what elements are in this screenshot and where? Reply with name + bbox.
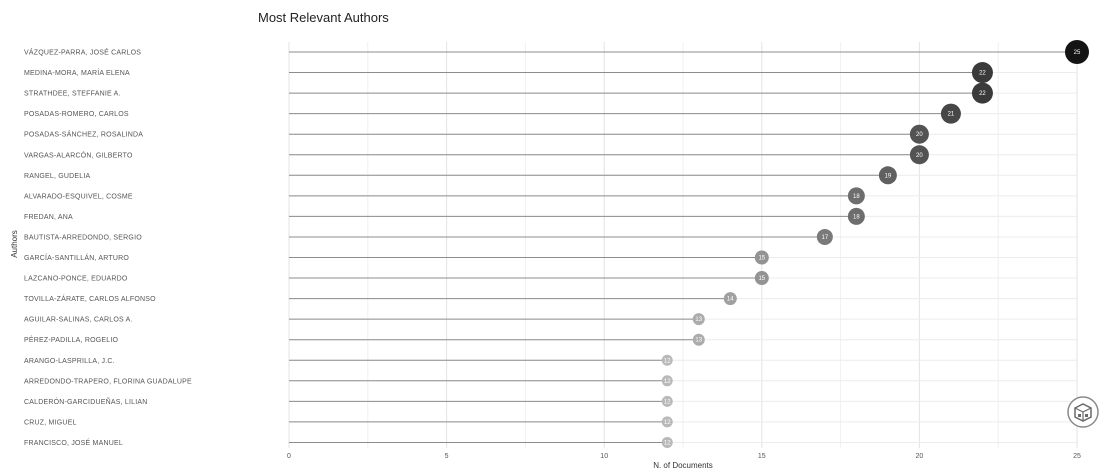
lollipop-dot	[692, 313, 705, 326]
author-label: GARCÍA-SANTILLÁN, ARTURO	[24, 253, 129, 262]
lollipop-dot	[971, 82, 993, 104]
author-label: TOVILLA-ZÁRATE, CARLOS ALFONSO	[24, 294, 156, 303]
dot-value-label: 18	[853, 214, 860, 220]
dot-value-label: 21	[948, 112, 955, 118]
dot-value-label: 12	[664, 420, 671, 426]
lollipop-dot	[754, 271, 769, 286]
dot-value-label: 14	[727, 297, 734, 303]
dot-value-label: 15	[758, 256, 765, 262]
author-label: CRUZ, MIGUEL	[24, 419, 77, 426]
lollipop-dot	[692, 333, 705, 346]
lollipop-dot	[661, 375, 673, 387]
author-label: PÉREZ-PADILLA, ROGELIO	[24, 335, 118, 344]
author-label: POSADAS-ROMERO, CARLOS	[24, 111, 129, 118]
dot-value-label: 18	[853, 194, 860, 200]
dot-value-label: 15	[758, 276, 765, 282]
author-label: MEDINA-MORA, MARÍA ELENA	[24, 68, 130, 77]
dot-value-label: 25	[1074, 50, 1081, 56]
dot-value-label: 12	[664, 379, 671, 385]
lollipop-dot	[816, 228, 833, 245]
y-tick-labels: VÁZQUEZ-PARRA, JOSÉ CARLOS MEDINA-MORA, M…	[24, 48, 192, 447]
author-label: BAUTISTA-ARREDONDO, SERGIO	[24, 234, 142, 241]
lollipop-dot	[940, 103, 961, 124]
lollipop-dot	[754, 250, 769, 265]
lollipop-dot	[661, 436, 673, 448]
dot-value-label: 22	[979, 91, 986, 97]
dot-value-label: 13	[695, 338, 702, 344]
lollipop-dot	[723, 292, 737, 306]
x-tick-label: 20	[916, 453, 924, 460]
dot-value-label: 17	[821, 235, 828, 241]
dot-value-label: 20	[916, 132, 923, 138]
x-tick-labels: 0 5 10 15 20 25	[287, 453, 1081, 460]
x-tick-label: 15	[758, 453, 766, 460]
lollipop-dot	[878, 166, 897, 185]
lollipop-dot	[971, 62, 993, 84]
lollipop-dot	[661, 416, 673, 428]
author-label: POSADAS-SÁNCHEZ, ROSALINDA	[24, 130, 143, 139]
author-label: CALDERÓN-GARCIDUEÑAS, LILIAN	[24, 397, 147, 406]
author-label: STRATHDEE, STEFFANIE A.	[24, 91, 121, 98]
bibliometrix-logo-icon	[1066, 395, 1100, 429]
author-label: ARANGO-LASPRILLA, J.C.	[24, 358, 115, 365]
dot-value-label: 12	[664, 440, 671, 446]
x-axis-label: N. of Documents	[653, 461, 713, 470]
dot-value-label: 12	[664, 358, 671, 364]
dot-value-label: 12	[664, 399, 671, 405]
lollipop-dot	[661, 395, 673, 407]
y-axis-label: Authors	[10, 230, 19, 258]
author-label: ALVARADO-ESQUIVEL, COSME	[24, 193, 133, 200]
stems	[289, 51, 1077, 443]
author-label: VARGAS-ALARCÓN, GILBERTO	[24, 150, 133, 159]
author-label: VÁZQUEZ-PARRA, JOSÉ CARLOS	[24, 48, 141, 57]
dot-value-label: 22	[979, 71, 986, 77]
author-label: ARREDONDO-TRAPERO, FLORINA GUADALUPE	[24, 378, 192, 385]
author-label: RANGEL, GUDELIA	[24, 173, 91, 180]
author-label: LAZCANO-PONCE, EDUARDO	[24, 276, 128, 283]
dot-value-label: 19	[885, 173, 892, 179]
author-label: FRANCISCO, JOSÉ MANUEL	[24, 438, 123, 447]
author-label: AGUILAR-SALINAS, CARLOS A.	[24, 317, 133, 324]
lollipop-dot	[1065, 40, 1089, 64]
grid	[288, 42, 1078, 448]
x-tick-label: 10	[600, 453, 608, 460]
dot-value-label: 20	[916, 153, 923, 159]
dots: 25 22 22 21 20 20 19 18 18 17 15 15 14 13 13 12 12 12 12 12	[661, 40, 1089, 448]
x-tick-label: 25	[1073, 453, 1081, 460]
lollipop-dot	[847, 207, 865, 225]
dot-value-label: 13	[695, 317, 702, 323]
lollipop-dot	[909, 145, 929, 165]
x-tick-label: 0	[287, 453, 291, 460]
author-label: FREDAN, ANA	[24, 214, 73, 221]
chart-title: Most Relevant Authors	[258, 10, 389, 25]
x-tick-label: 5	[445, 453, 449, 460]
lollipop-dot	[909, 124, 929, 144]
lollipop-dot	[847, 187, 865, 205]
lollipop-dot	[661, 354, 673, 366]
